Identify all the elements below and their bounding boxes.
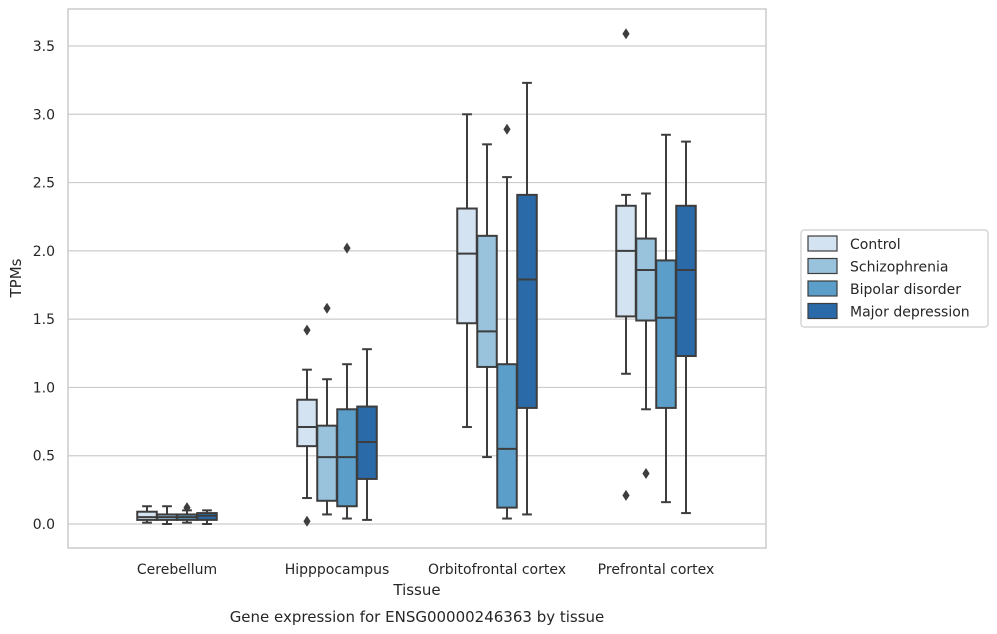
box-1-0 <box>156 505 178 525</box>
box-groups <box>136 28 697 527</box>
box-iqr <box>456 207 478 325</box>
y-tick-label: 2.5 <box>33 176 55 192</box>
box-iqr <box>655 259 677 409</box>
legend-label: Bipolar disorder <box>850 282 961 298</box>
outlier-point <box>622 28 630 40</box>
legend-frame <box>800 229 989 328</box>
box-iqr <box>635 237 657 322</box>
outlier-point <box>622 489 630 501</box>
box-0-2 <box>456 113 478 429</box>
legend: Control Schizophrenia Bipolar disorder Majo… <box>800 229 989 328</box>
box-0-0 <box>136 505 158 524</box>
outlier-point <box>183 502 191 514</box>
box-0-1 <box>296 324 318 527</box>
x-tick-label: Cerebellum <box>137 562 217 578</box>
legend-swatch <box>807 280 838 297</box>
legend-swatch <box>807 235 838 252</box>
legend-swatch <box>807 257 838 275</box>
box-iqr <box>516 193 538 409</box>
box-iqr <box>476 234 498 368</box>
outlier-point <box>303 515 311 527</box>
outlier-point <box>503 123 511 135</box>
box-iqr <box>296 398 318 448</box>
box-3-1 <box>356 348 378 521</box>
box-0-3 <box>615 28 637 501</box>
legend-swatch <box>807 302 838 320</box>
y-gridlines <box>68 45 766 525</box>
y-axis-label: TPMs <box>7 258 25 298</box>
box-2-2 <box>496 123 518 520</box>
box-iqr <box>316 424 338 502</box>
y-tick-label: 2.0 <box>33 244 55 260</box>
box-3-2 <box>516 81 538 516</box>
plot-frame <box>67 8 767 549</box>
box-1-2 <box>476 143 498 459</box>
outlier-point <box>303 324 311 336</box>
box-iqr <box>496 363 518 509</box>
box-1-3 <box>635 192 657 479</box>
outlier-point <box>642 467 650 479</box>
chart-caption: Gene expression for ENSG00000246363 by t… <box>230 608 605 626</box>
outlier-point <box>343 242 351 254</box>
y-tick-label: 1.0 <box>33 380 55 396</box>
box-iqr <box>615 204 637 318</box>
box-3-3 <box>675 140 697 515</box>
y-tick-label: 1.5 <box>33 312 55 328</box>
y-tick-label: 3.5 <box>33 39 55 55</box>
y-tick-labels: 0.0 0.5 1.0 1.5 2.0 2.5 3.0 3.5 <box>33 39 55 533</box>
box-iqr <box>675 204 697 358</box>
x-tick-label: Hipppocampus <box>285 562 390 578</box>
x-tick-label: Orbitofrontal cortex <box>428 562 566 578</box>
box-2-0 <box>176 502 198 524</box>
y-tick-label: 3.0 <box>33 107 55 123</box>
x-tick-labels: Cerebellum Hipppocampus Orbitofrontal cort… <box>137 562 714 578</box>
box-iqr <box>136 510 158 521</box>
legend-label: Major depression <box>850 305 970 321</box>
box-2-3 <box>655 133 677 504</box>
legend-label: Schizophrenia <box>850 260 948 276</box>
x-axis-label: Tissue <box>392 581 440 599</box>
box-3-0 <box>196 509 218 525</box>
y-tick-label: 0.5 <box>33 449 55 465</box>
y-tick-label: 0.0 <box>33 517 55 533</box>
outlier-point <box>323 302 331 314</box>
x-tick-label: Prefrontal cortex <box>598 562 715 578</box>
legend-label: Control <box>850 237 901 253</box>
